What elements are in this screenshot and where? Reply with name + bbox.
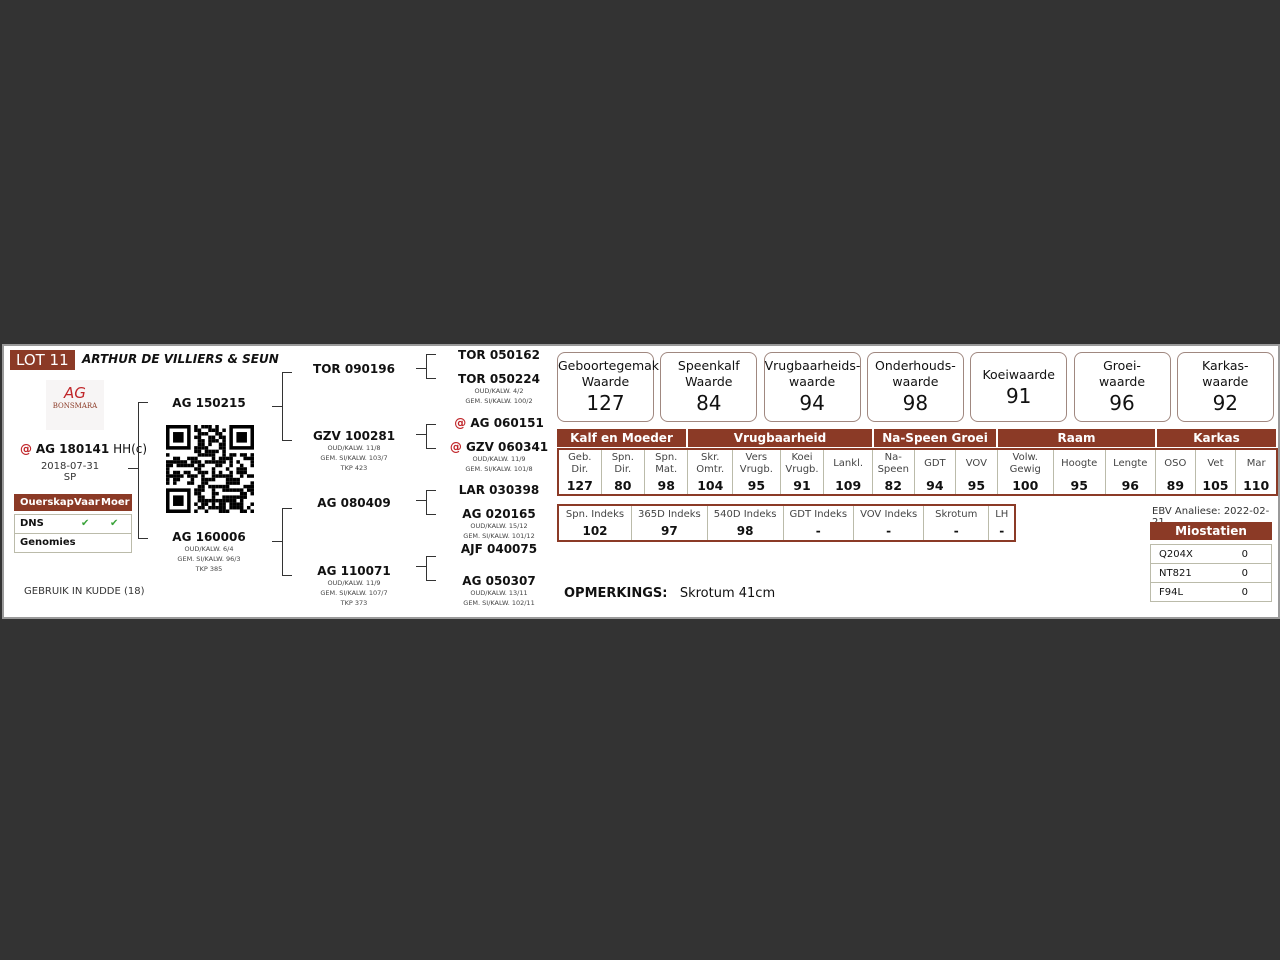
ebv-cell: Skr. Omtr. 104 xyxy=(687,449,733,495)
value-card: Groei-waarde 96 xyxy=(1073,352,1171,422)
pedigree-gen3-7: AG 050307 OUD/KALW. 13/11 GEM. SI/KALW. 1… xyxy=(462,574,536,607)
pedigree-gen3-0: TOR 050162 xyxy=(458,348,540,362)
ebv-cell: Spn. Mat. 98 xyxy=(644,449,688,495)
ebv-cell: GDT 94 xyxy=(913,449,956,495)
index-cell: 365D Indeks 97 xyxy=(631,505,708,541)
ebv-cell: Volw. Gewig 100 xyxy=(996,449,1054,495)
ebv-cell: Na- Speen 82 xyxy=(871,449,915,495)
use-in-herd: GEBRUIK IN KUDDE (18) xyxy=(24,586,145,597)
ebv-cell: Hoogte 95 xyxy=(1052,449,1105,495)
ag-elite-icon: @ xyxy=(20,442,32,456)
index-table: Spn. Indeks 102 365D Indeks 97 540D Indeks 98… xyxy=(557,504,1017,542)
value-card: Karkas-waarde 92 xyxy=(1176,352,1274,422)
check-icon: ✔ xyxy=(110,518,119,529)
value-card: Vrugbaarheids-waarde 94 xyxy=(763,352,861,422)
pedigree-gen3-4: LAR 030398 xyxy=(458,483,540,497)
index-cell: VOV Indeks - xyxy=(853,505,924,541)
myostatin-table: Q204X 0 NT821 0 F94L 0 xyxy=(1150,544,1272,602)
qr-code[interactable] xyxy=(166,425,254,513)
group-header: Vrugbaarheid xyxy=(688,429,872,447)
parentage-table: DNS ✔ ✔ Genomies xyxy=(14,514,132,553)
ebv-cell: Lengte 96 xyxy=(1104,449,1156,495)
sire-id[interactable]: AG 150215 xyxy=(172,396,246,410)
ebv-cell: VOV 95 xyxy=(955,449,998,495)
group-header: Raam xyxy=(998,429,1155,447)
group-header: Kalf en Moeder xyxy=(557,429,686,447)
dam-dam-info: AG 110071 OUD/KALW. 11/9 GEM. SI/KALW. 10… xyxy=(317,564,391,607)
check-icon: ✔ xyxy=(81,518,90,529)
ebv-cell: Geb. Dir. 127 xyxy=(557,449,602,495)
ag-elite-icon: @ xyxy=(454,416,467,430)
lot-card: LOT 11 ARTHUR DE VILLIERS & SEUN AG BONS… xyxy=(2,344,1280,619)
ebv-cell: Vers Vrugb. 95 xyxy=(732,449,781,495)
pedigree-gen3-3: @ GZV 060341 OUD/KALW. 11/9 GEM. SI/KALW.… xyxy=(449,440,549,473)
parentage-row-dns: DNS ✔ ✔ xyxy=(15,515,131,533)
ebv-cell: Mar 110 xyxy=(1235,449,1277,495)
ebv-cell: OSO 89 xyxy=(1155,449,1196,495)
pedigree-gen3-2: @ AG 060151 xyxy=(454,416,544,430)
pedigree-gen3-6: AJF 040075 xyxy=(460,542,538,556)
ebv-cell: Koei Vrugb. 91 xyxy=(779,449,824,495)
animal-dob: 2018-07-31 SP xyxy=(40,461,100,483)
owner-name: ARTHUR DE VILLIERS & SEUN xyxy=(82,352,279,366)
group-header: Karkas xyxy=(1157,429,1276,447)
sire-sire-id[interactable]: TOR 090196 xyxy=(313,362,395,376)
value-card: Koeiwaarde 91 xyxy=(970,352,1068,422)
index-cell: 540D Indeks 98 xyxy=(706,505,784,541)
bonsmara-logo: AG BONSMARA xyxy=(46,380,104,430)
ebv-cell: Spn. Dir. 80 xyxy=(600,449,645,495)
ag-elite-icon: @ xyxy=(449,440,462,454)
ebv-cell: Lankl. 109 xyxy=(823,449,873,495)
value-card: Geboortegemak Waarde 127 xyxy=(557,352,659,422)
parentage-row-genomics: Genomies xyxy=(15,533,131,552)
remarks: OPMERKINGS: Skrotum 41cm xyxy=(564,586,776,601)
sire-dam-info: GZV 100281 OUD/KALW. 11/8 GEM. SI/KALW. 1… xyxy=(312,429,396,472)
ebv-cell: Vet 105 xyxy=(1194,449,1236,495)
parentage-header: Ouerskap Vaar Moer xyxy=(14,494,132,511)
lot-number: LOT 11 xyxy=(10,350,75,370)
pedigree-gen3-5: AG 020165 OUD/KALW. 15/12 GEM. SI/KALW. 1… xyxy=(462,507,536,540)
index-cell: Spn. Indeks 102 xyxy=(557,505,632,541)
value-card: Onderhouds-waarde 98 xyxy=(866,352,964,422)
dam-info: AG 160006 OUD/KALW. 6/4 GEM. SI/KALW. 96/… xyxy=(172,530,246,573)
index-cell: LH - xyxy=(988,505,1016,541)
index-cell: Skrotum - xyxy=(923,505,989,541)
ebv-table: Geb. Dir. 127 Spn. Dir. 80 Spn. Mat. 98 Skr. O… xyxy=(557,448,1278,496)
group-header: Na-Speen Groei xyxy=(874,429,996,447)
animal-id: @ AG 180141 HH(c) xyxy=(20,442,148,456)
dam-sire-id[interactable]: AG 080409 xyxy=(317,496,391,510)
pedigree-gen3-1: TOR 050224 OUD/KALW. 4/2 GEM. SI/KALW. 10… xyxy=(458,372,540,405)
myostatin-header: Miostatien xyxy=(1150,522,1272,540)
value-card: Speenkalf Waarde 84 xyxy=(660,352,758,422)
index-cell: GDT Indeks - xyxy=(782,505,854,541)
